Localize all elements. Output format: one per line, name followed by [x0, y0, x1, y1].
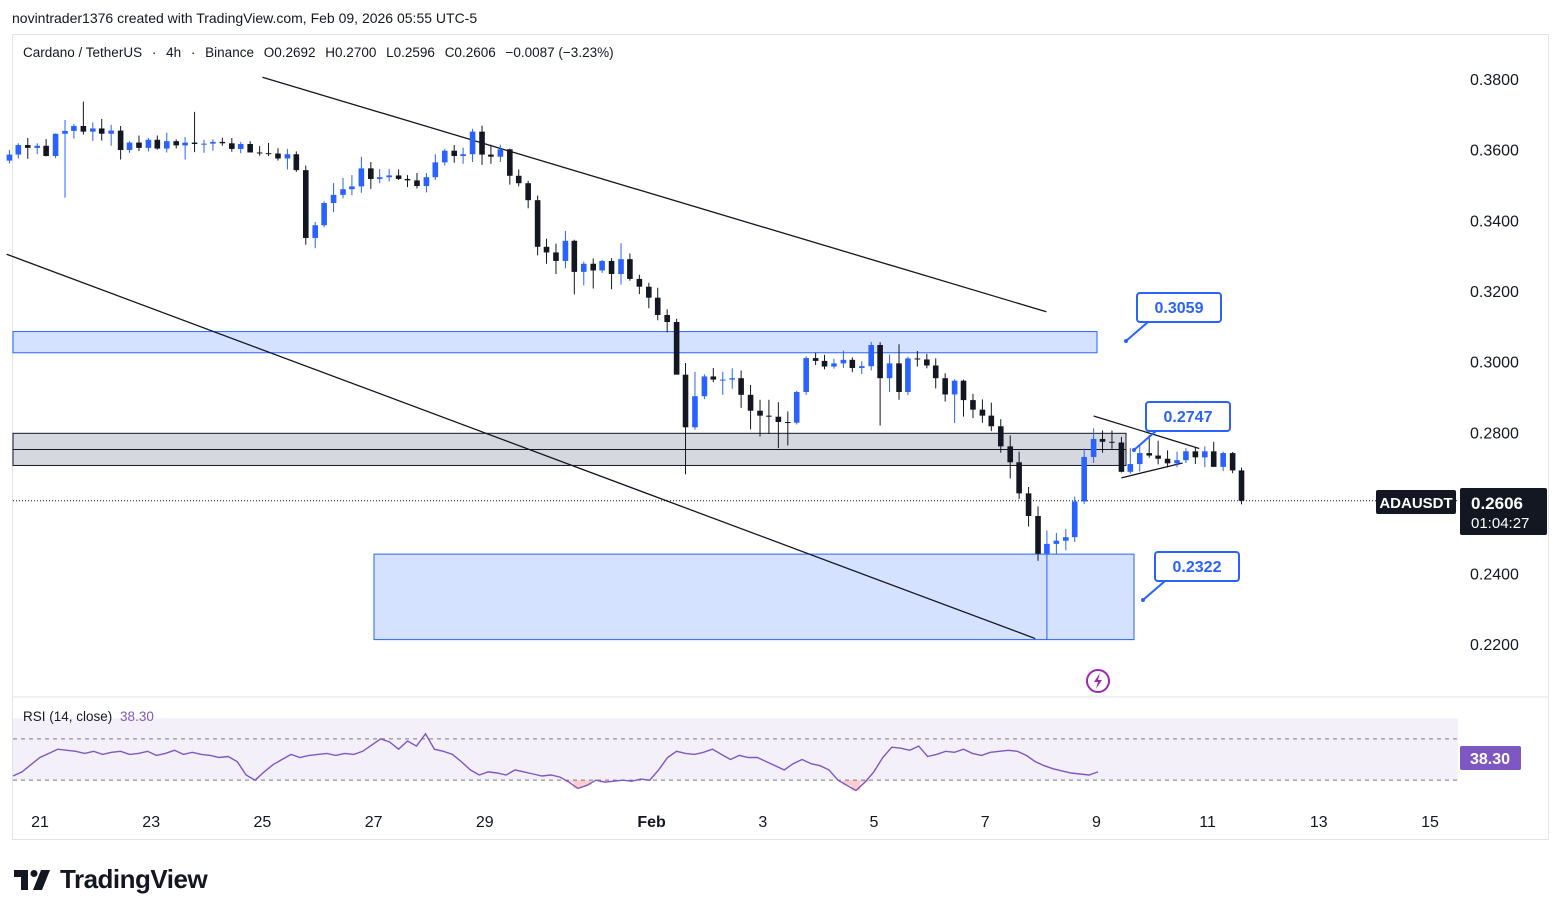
legend-interval[interactable]: 4h [166, 45, 182, 60]
legend-exchange: Binance [205, 45, 254, 60]
tradingview-logo-text: TradingView [60, 864, 208, 894]
rsi-value: 38.30 [120, 709, 154, 724]
tradingview-logo-icon [14, 869, 50, 890]
chart-credit: novintrader1376 created with TradingView… [12, 10, 478, 26]
chart-frame [12, 34, 1549, 840]
chart-legend: Cardano / TetherUS · 4h · Binance O0.269… [23, 45, 614, 60]
legend-low: L0.2596 [386, 45, 435, 60]
legend-high: H0.2700 [325, 45, 377, 60]
legend-symbol[interactable]: Cardano / TetherUS [23, 45, 143, 60]
legend-open: O0.2692 [263, 45, 316, 60]
tradingview-logo[interactable]: TradingView [14, 864, 208, 895]
legend-close: C0.2606 [444, 45, 496, 60]
rsi-legend[interactable]: RSI (14, close) 38.30 [23, 709, 154, 724]
rsi-title: RSI (14, close) [23, 709, 113, 724]
legend-change: −0.0087 (−3.23%) [505, 45, 614, 60]
